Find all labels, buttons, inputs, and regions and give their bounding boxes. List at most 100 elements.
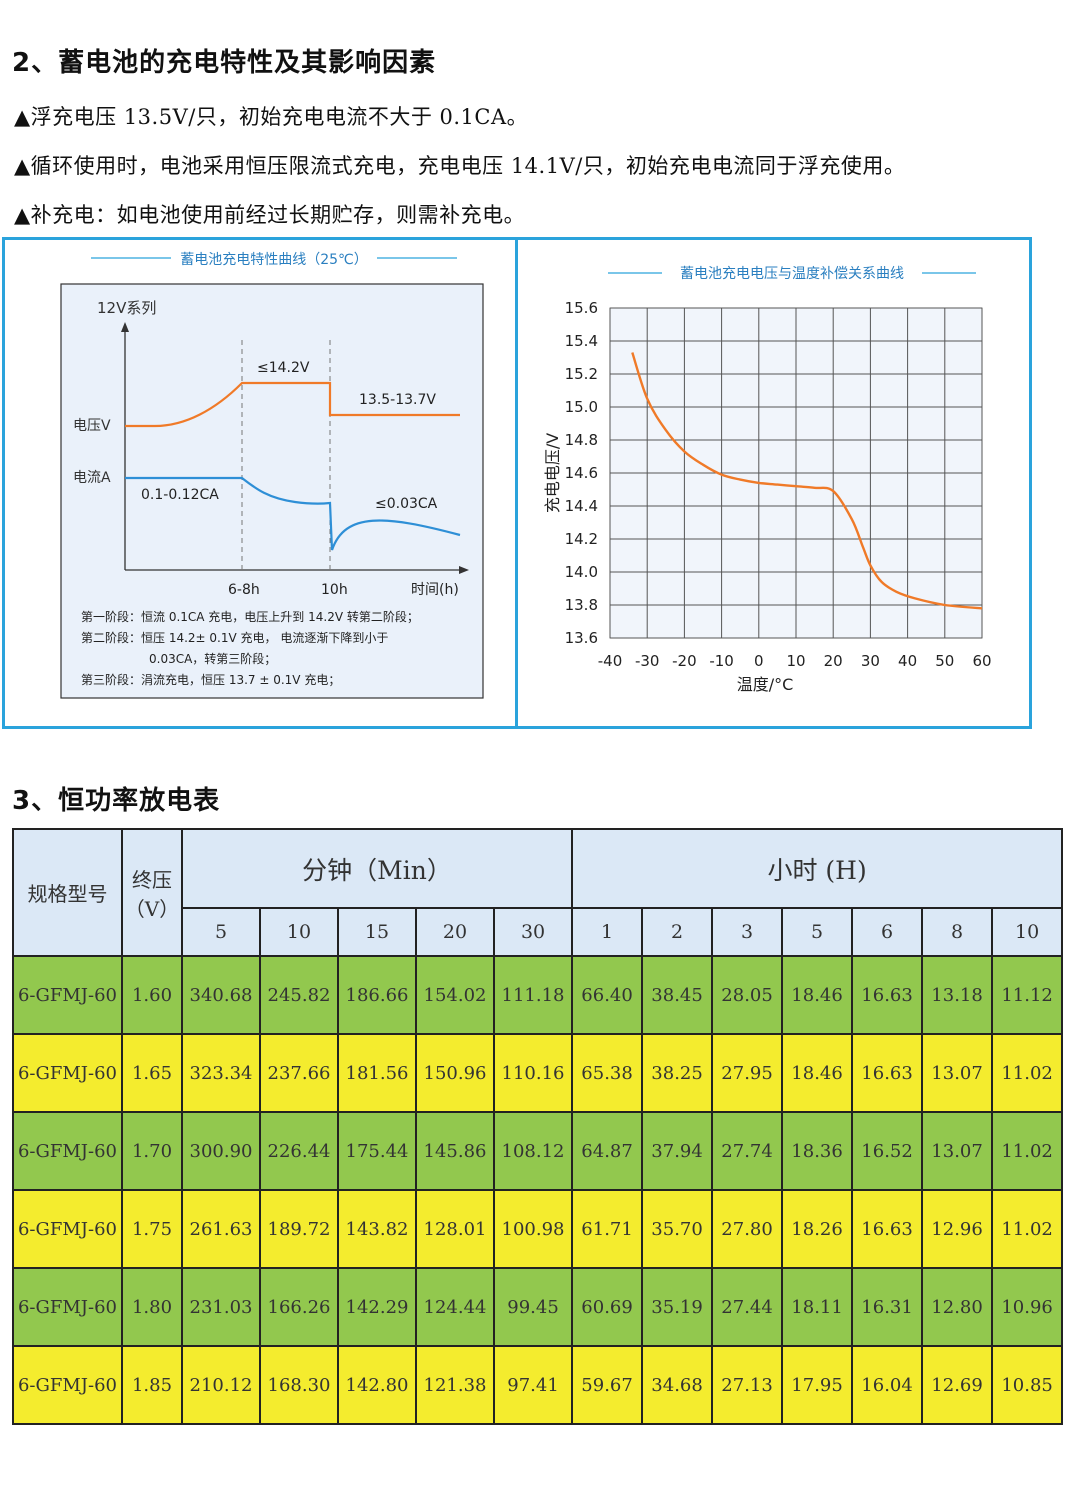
bullet-supplement-charge: ▲补充电：如电池使用前经过长期贮存，则需补充电。 [14,203,526,227]
header-end-voltage-label: 终压 [132,867,172,892]
header-hour-10: 10 [991,907,1064,957]
table-cell: 1.80 [121,1267,183,1347]
table-cell: 13.07 [921,1033,994,1113]
table-cell: 245.82 [259,955,339,1035]
x-tick-label: -30 [635,652,660,670]
series-label: 12V系列 [97,299,156,317]
table-cell: 16.63 [851,1189,924,1269]
x-tick-label: 0 [754,652,764,670]
bullet-float-charge: ▲浮充电压 13.5V/只，初始充电电流不大于 0.1CA。 [14,105,529,129]
table-cell: 100.98 [492,1189,574,1269]
x-tick-label: 20 [824,652,843,670]
table-cell: 128.01 [415,1189,495,1269]
table-cell: 17.95 [781,1345,854,1425]
table-cell: 38.25 [641,1033,714,1113]
table-cell: 150.96 [415,1033,495,1113]
table-cell: 35.19 [641,1267,714,1347]
table-cell: 11.12 [991,955,1064,1035]
current-initial-label: 0.1-0.12CA [141,487,219,503]
temp-compensation-chart: 蓄电池充电电压与温度补偿关系曲线 15.6 15.4 15.2 15.0 14.8 14.… [543,266,992,694]
chart-title: 蓄电池充电电压与温度补偿关系曲线 [680,266,904,282]
table-cell: 1.85 [121,1345,183,1425]
table-cell: 13.18 [921,955,994,1035]
header-end-voltage-unit: （V） [124,896,180,921]
table-cell: 18.46 [781,1033,854,1113]
table-cell: 12.96 [921,1189,994,1269]
voltage-peak-label: ≤14.2V [257,360,310,376]
table-row: 6-GFMJ-60 1.70 300.90 226.44 175.44 145.86 108… [12,1111,1064,1191]
header-hours: 小时 (H) [571,828,1064,909]
table-cell: 13.07 [921,1111,994,1191]
y-tick-label: 14.2 [565,530,598,548]
table-cell: 35.70 [641,1189,714,1269]
charging-characteristic-figure: 蓄电池充电特性曲线（25℃） 12V系列 电压V 电流A ≤14.2V 13.5… [2,237,518,729]
y-tick-label: 15.2 [565,365,598,383]
bullet-cycle-charge: ▲循环使用时，电池采用恒压限流式充电，充电电压 14.1V/只，初始充电电流同于… [14,154,906,178]
x-tick-6-8h: 6-8h [228,582,260,598]
table-cell: 189.72 [259,1189,339,1269]
x-tick-label: -10 [709,652,734,670]
y-tick-label: 14.4 [565,497,598,515]
section-title-discharge: 3、恒功率放电表 [12,786,221,816]
chart-y-label: 充电电压/V [543,433,562,513]
header-min-30: 30 [492,907,574,957]
header-hour-2: 2 [641,907,714,957]
header-min-10: 10 [259,907,339,957]
table-cell: 323.34 [181,1033,261,1113]
header-min-5: 5 [181,907,261,957]
table-row: 6-GFMJ-60 1.60 340.68 245.82 186.66 154.02 111… [12,955,1064,1035]
section-title-charging: 2、蓄电池的充电特性及其影响因素 [12,48,437,78]
table-cell: 108.12 [492,1111,574,1191]
table-cell: 27.80 [711,1189,784,1269]
table-cell: 1.60 [121,955,183,1035]
table-cell: 145.86 [415,1111,495,1191]
note-stage-3: 第三阶段：涓流充电，恒压 13.7 ± 0.1V 充电； [81,672,340,687]
table-cell: 237.66 [259,1033,339,1113]
table-cell: 27.95 [711,1033,784,1113]
table-cell: 16.52 [851,1111,924,1191]
x-tick-label: -20 [672,652,697,670]
table-cell: 6-GFMJ-60 [12,1111,123,1191]
x-tick-label: 30 [861,652,880,670]
current-final-label: ≤0.03CA [375,496,438,512]
table-cell: 111.18 [492,955,574,1035]
constant-power-discharge-table: 规格型号 终压 （V） 分钟（Min） 小时 (H) 5 10 15 20 30 1 2 3 5 6… [12,828,1064,1425]
x-tick-label: 10 [786,652,805,670]
table-cell: 66.40 [571,955,644,1035]
table-cell: 37.94 [641,1111,714,1191]
y-tick-label: 13.6 [565,629,598,647]
table-cell: 16.63 [851,1033,924,1113]
table-cell: 168.30 [259,1345,339,1425]
table-row: 6-GFMJ-60 1.65 323.34 237.66 181.56 150.96 110… [12,1033,1064,1113]
table-cell: 261.63 [181,1189,261,1269]
header-hour-8: 8 [921,907,994,957]
chart-series-line [631,352,983,610]
table-cell: 18.46 [781,955,854,1035]
y-tick-label: 13.8 [565,596,598,614]
current-curve [125,476,461,551]
x-axis-label: 时间(h) [411,582,459,598]
charging-characteristic-svg: 蓄电池充电特性曲线（25℃） 12V系列 电压V 电流A ≤14.2V 13.5… [60,252,484,699]
y-tick-label: 14.6 [565,464,598,482]
header-hour-1: 1 [571,907,644,957]
table-cell: 64.87 [571,1111,644,1191]
table-cell: 124.44 [415,1267,495,1347]
table-cell: 12.69 [921,1345,994,1425]
table-cell: 11.02 [991,1033,1064,1113]
y-tick-label: 15.0 [565,398,598,416]
table-cell: 166.26 [259,1267,339,1347]
table-cell: 11.02 [991,1189,1064,1269]
left-figure-panel [60,283,484,699]
voltage-float-label: 13.5-13.7V [359,392,436,408]
table-cell: 121.38 [415,1345,495,1425]
table-cell: 143.82 [337,1189,417,1269]
table-cell: 181.56 [337,1033,417,1113]
header-minutes: 分钟（Min） [180,828,574,909]
y-tick-label: 14.0 [565,563,598,581]
voltage-axis-label: 电压V [73,418,111,434]
table-cell: 154.02 [415,955,495,1035]
table-cell: 16.04 [851,1345,924,1425]
note-stage-2: 第二阶段：恒压 14.2± 0.1V 充电， 电流逐渐下降到小于 [81,630,388,645]
table-cell: 142.29 [337,1267,417,1347]
table-cell: 27.74 [711,1111,784,1191]
